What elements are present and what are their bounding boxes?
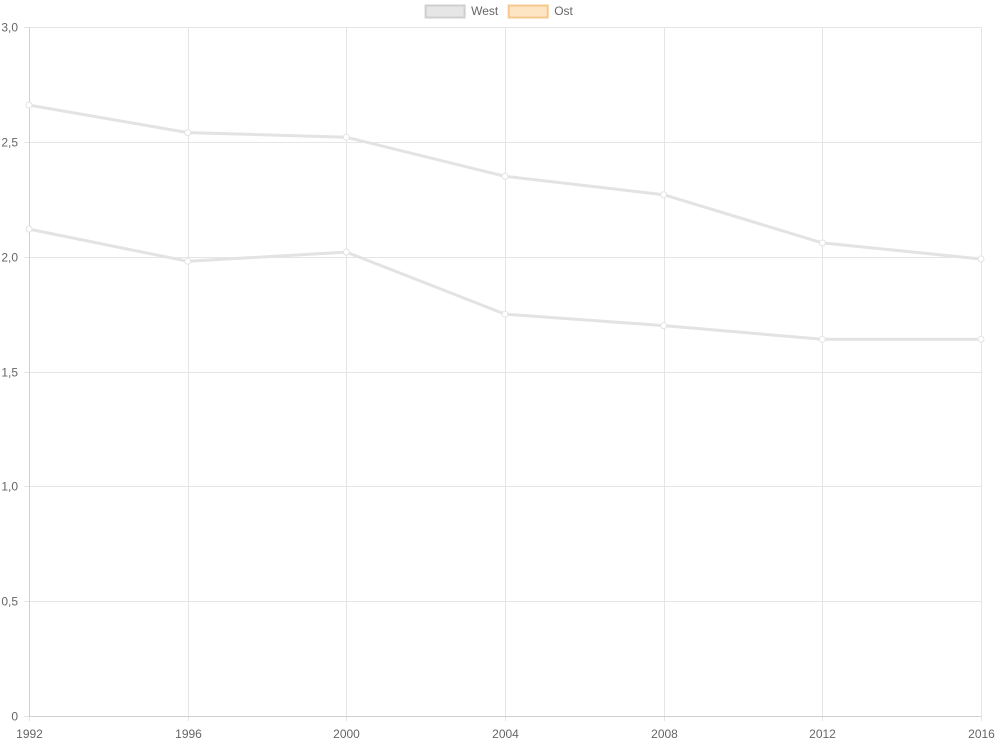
data-point-west[interactable] xyxy=(501,172,509,180)
legend-label-west[interactable]: West xyxy=(471,4,499,18)
data-point-west[interactable] xyxy=(184,129,192,137)
data-point-ost[interactable] xyxy=(342,248,350,256)
y-tick-label: 1,5 xyxy=(1,366,18,380)
y-tick-label: 0 xyxy=(11,710,18,724)
legend-label-ost[interactable]: Ost xyxy=(554,4,573,18)
x-tick-label: 1992 xyxy=(16,727,43,741)
x-tick-label: 2016 xyxy=(968,727,995,741)
data-point-ost[interactable] xyxy=(184,257,192,265)
data-point-ost[interactable] xyxy=(977,335,985,343)
data-point-ost[interactable] xyxy=(660,322,668,330)
y-tick-label: 1,0 xyxy=(1,480,18,494)
y-tick-label: 2,0 xyxy=(1,251,18,265)
data-point-ost[interactable] xyxy=(818,335,826,343)
legend-swatch-west[interactable] xyxy=(424,4,466,19)
data-point-ost[interactable] xyxy=(501,310,509,318)
x-tick-label: 1996 xyxy=(175,727,202,741)
x-tick-label: 2004 xyxy=(492,727,519,741)
y-tick-label: 3,0 xyxy=(1,21,18,35)
data-point-west[interactable] xyxy=(818,239,826,247)
legend-swatch-ost[interactable] xyxy=(507,4,549,19)
data-point-ost[interactable] xyxy=(25,225,33,233)
x-tick-label: 2000 xyxy=(333,727,360,741)
data-point-west[interactable] xyxy=(342,133,350,141)
x-tick-label: 2012 xyxy=(809,727,836,741)
data-point-west[interactable] xyxy=(25,101,33,109)
data-point-west[interactable] xyxy=(660,191,668,199)
x-tick-label: 2008 xyxy=(651,727,678,741)
data-point-west[interactable] xyxy=(977,255,985,263)
y-tick-label: 2,5 xyxy=(1,136,18,150)
y-tick-label: 0,5 xyxy=(1,595,18,609)
